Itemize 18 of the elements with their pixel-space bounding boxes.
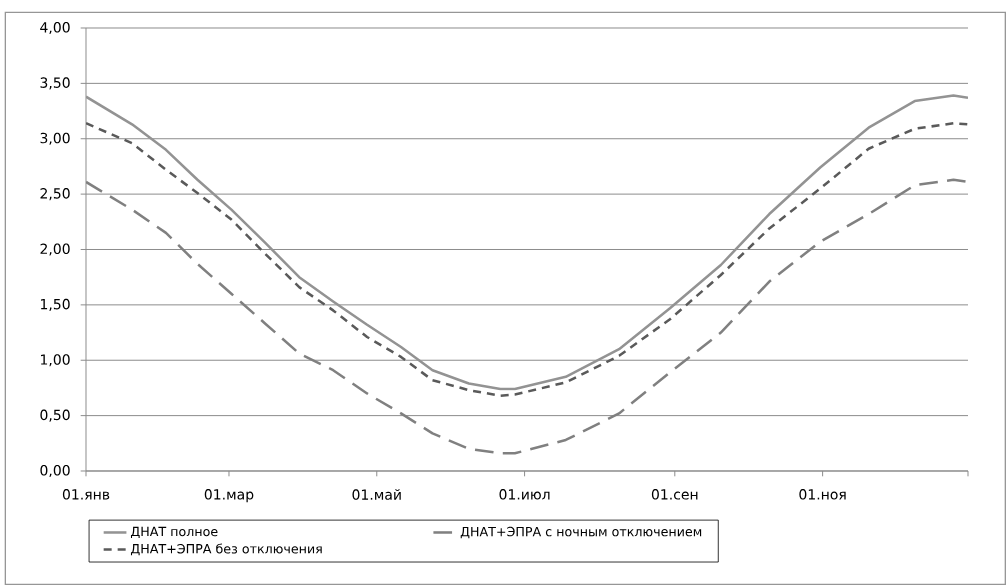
y-tick-label: 3,50 xyxy=(40,77,70,90)
x-tick-label: 01.июл xyxy=(499,489,550,500)
y-tick-label: 3,00 xyxy=(40,132,70,145)
x-tick-label: 01.янв xyxy=(62,489,110,500)
y-tick-label: 0,50 xyxy=(40,409,70,422)
legend-label: ДНАТ полное xyxy=(130,526,218,539)
y-tick-label: 1,50 xyxy=(40,298,70,311)
y-tick-label: 0,00 xyxy=(40,464,70,477)
x-tick-label: 01.ноя xyxy=(799,489,846,500)
x-tick-label: 01.мар xyxy=(204,489,254,503)
x-tick-label: 01.май xyxy=(352,489,401,500)
legend-label: ДНАТ+ЭПРА без отключения xyxy=(130,543,322,556)
y-tick-label: 1,00 xyxy=(40,354,70,367)
legend-label: ДНАТ+ЭПРА с ночным отключением xyxy=(460,526,702,539)
y-tick-label: 2,50 xyxy=(40,188,70,201)
x-tick-label: 01.сен xyxy=(651,489,698,500)
y-tick-label: 2,00 xyxy=(40,243,70,256)
y-tick-label: 4,00 xyxy=(40,21,70,35)
